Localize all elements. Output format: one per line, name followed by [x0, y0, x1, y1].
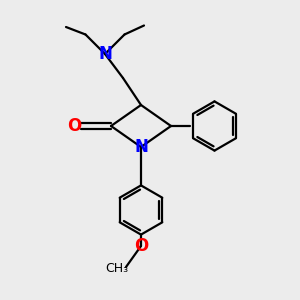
Text: N: N	[98, 45, 112, 63]
Text: N: N	[134, 138, 148, 156]
Text: O: O	[134, 237, 148, 255]
Text: O: O	[67, 117, 82, 135]
Text: CH₃: CH₃	[105, 262, 129, 275]
